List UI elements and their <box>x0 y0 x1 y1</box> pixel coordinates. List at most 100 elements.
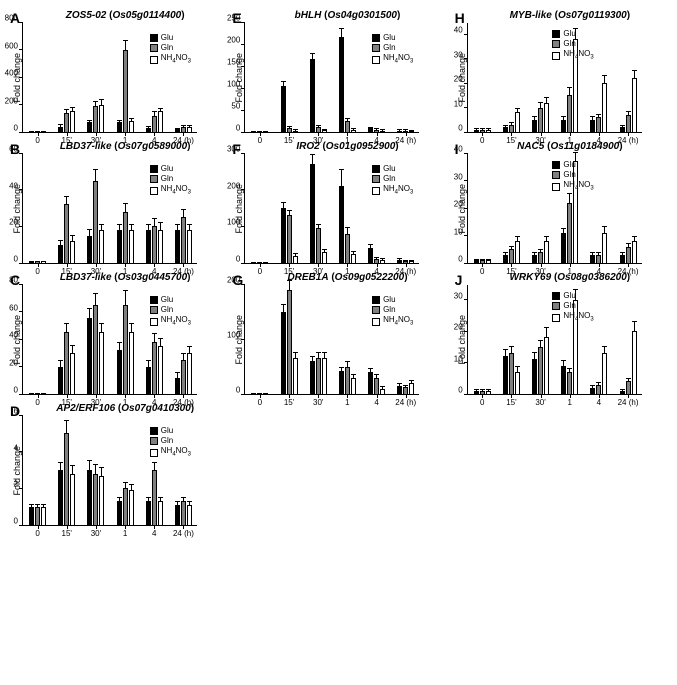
error-bar <box>318 126 319 127</box>
legend: GluGlnNH4NO3 <box>150 295 191 329</box>
panel-title: bHLH (Os04g0301500) <box>232 10 444 21</box>
legend-item: NH4NO3 <box>150 315 191 329</box>
legend-label: Gln <box>161 305 173 315</box>
x-tick-label: 4 <box>374 394 378 407</box>
error-bar <box>125 41 126 49</box>
legend-label: Gln <box>563 301 575 311</box>
error-bar <box>119 498 120 502</box>
error-cap <box>590 385 595 386</box>
bar-NH4NO3 <box>263 262 268 263</box>
y-tick-label: 6 <box>14 407 23 416</box>
x-tick-label: 0 <box>480 394 484 407</box>
bar-group <box>81 105 110 133</box>
bar-Gln <box>509 249 514 263</box>
error-bar <box>353 375 354 378</box>
bar-group <box>274 290 303 395</box>
error-bar <box>546 237 547 241</box>
y-tick-label: 200 <box>5 96 23 105</box>
panel-title: AP2/ERF106 (Os07g0410300) <box>10 403 222 414</box>
error-cap <box>41 504 46 505</box>
error-bar <box>160 223 161 230</box>
legend-swatch <box>150 187 158 195</box>
bar-Glu <box>29 507 34 525</box>
bar-Glu <box>474 130 479 132</box>
error-cap <box>632 70 637 71</box>
error-bar <box>177 502 178 505</box>
bar-NH4NO3 <box>41 131 46 132</box>
error-bar <box>183 210 184 217</box>
y-tick-label: 20 <box>454 323 468 332</box>
error-cap <box>515 108 520 109</box>
bar-NH4NO3 <box>602 233 607 263</box>
bar-group <box>81 470 110 525</box>
bar-Gln <box>538 252 543 263</box>
y-tick-label: 50 <box>231 102 245 111</box>
error-bar <box>341 170 342 187</box>
bar-NH4NO3 <box>187 230 192 263</box>
error-cap <box>293 352 298 353</box>
error-cap <box>322 129 327 130</box>
error-cap <box>152 462 157 463</box>
plot-area: 0204060015'30'1424 (h)GluGlnNH4NO3 <box>22 154 197 264</box>
bar-group <box>526 337 555 394</box>
error-bar <box>324 353 325 359</box>
legend-item: Gln <box>150 436 191 446</box>
bar-Glu <box>146 230 151 263</box>
error-cap <box>146 360 151 361</box>
error-cap <box>181 209 186 210</box>
error-bar <box>563 117 564 119</box>
error-cap <box>626 378 631 379</box>
error-cap <box>532 116 537 117</box>
legend-label: Glu <box>161 426 173 436</box>
legend-item: NH4NO3 <box>150 446 191 460</box>
error-cap <box>567 87 572 88</box>
error-cap <box>58 462 63 463</box>
bar-Gln <box>567 372 572 394</box>
error-cap <box>316 125 321 126</box>
bar-Glu <box>29 261 34 263</box>
bar-NH4NO3 <box>129 490 134 525</box>
bar-NH4NO3 <box>380 260 385 263</box>
error-bar <box>622 126 623 127</box>
error-cap <box>596 382 601 383</box>
error-cap <box>93 169 98 170</box>
error-cap <box>158 338 163 339</box>
error-cap <box>474 259 479 260</box>
bar-group <box>52 332 81 394</box>
bar-NH4NO3 <box>602 83 607 132</box>
error-cap <box>58 360 63 361</box>
bar-Gln <box>509 353 514 394</box>
panel-J: JWRKY69 (Os08g0386200)Fold change0102030… <box>455 272 667 395</box>
error-cap <box>146 497 151 498</box>
error-bar <box>604 347 605 353</box>
y-tick-label: 200 <box>227 36 245 45</box>
bar-Glu <box>561 233 566 263</box>
error-bar <box>540 103 541 108</box>
error-cap <box>532 352 537 353</box>
bar-group <box>81 305 110 394</box>
bar-Glu <box>29 131 34 132</box>
bar-NH4NO3 <box>129 121 134 132</box>
y-tick-label: 30 <box>454 291 468 300</box>
bar-group <box>584 353 613 394</box>
bar-NH4NO3 <box>380 131 385 132</box>
y-tick-label: 40 <box>454 145 468 154</box>
error-bar <box>119 121 120 123</box>
bar-Gln <box>345 234 350 263</box>
bar-Glu <box>620 255 625 263</box>
error-cap <box>87 229 92 230</box>
y-tick-label: 100 <box>227 80 245 89</box>
chart-wrap: Fold change020406080015'30'1424 (h)GluGl… <box>10 285 222 395</box>
legend-label: Glu <box>563 29 575 39</box>
error-bar <box>289 127 290 128</box>
y-tick-label: 4 <box>14 443 23 452</box>
panel-title: NAC5 (Os11g0184900) <box>455 141 667 152</box>
bar-Glu <box>590 120 595 132</box>
y-tick-label: 0 <box>14 386 23 395</box>
bar-group <box>81 181 110 264</box>
error-cap <box>117 224 122 225</box>
bar-group <box>111 305 140 394</box>
legend-label: Gln <box>161 43 173 53</box>
legend-swatch <box>150 296 158 304</box>
bar-group <box>613 241 642 263</box>
